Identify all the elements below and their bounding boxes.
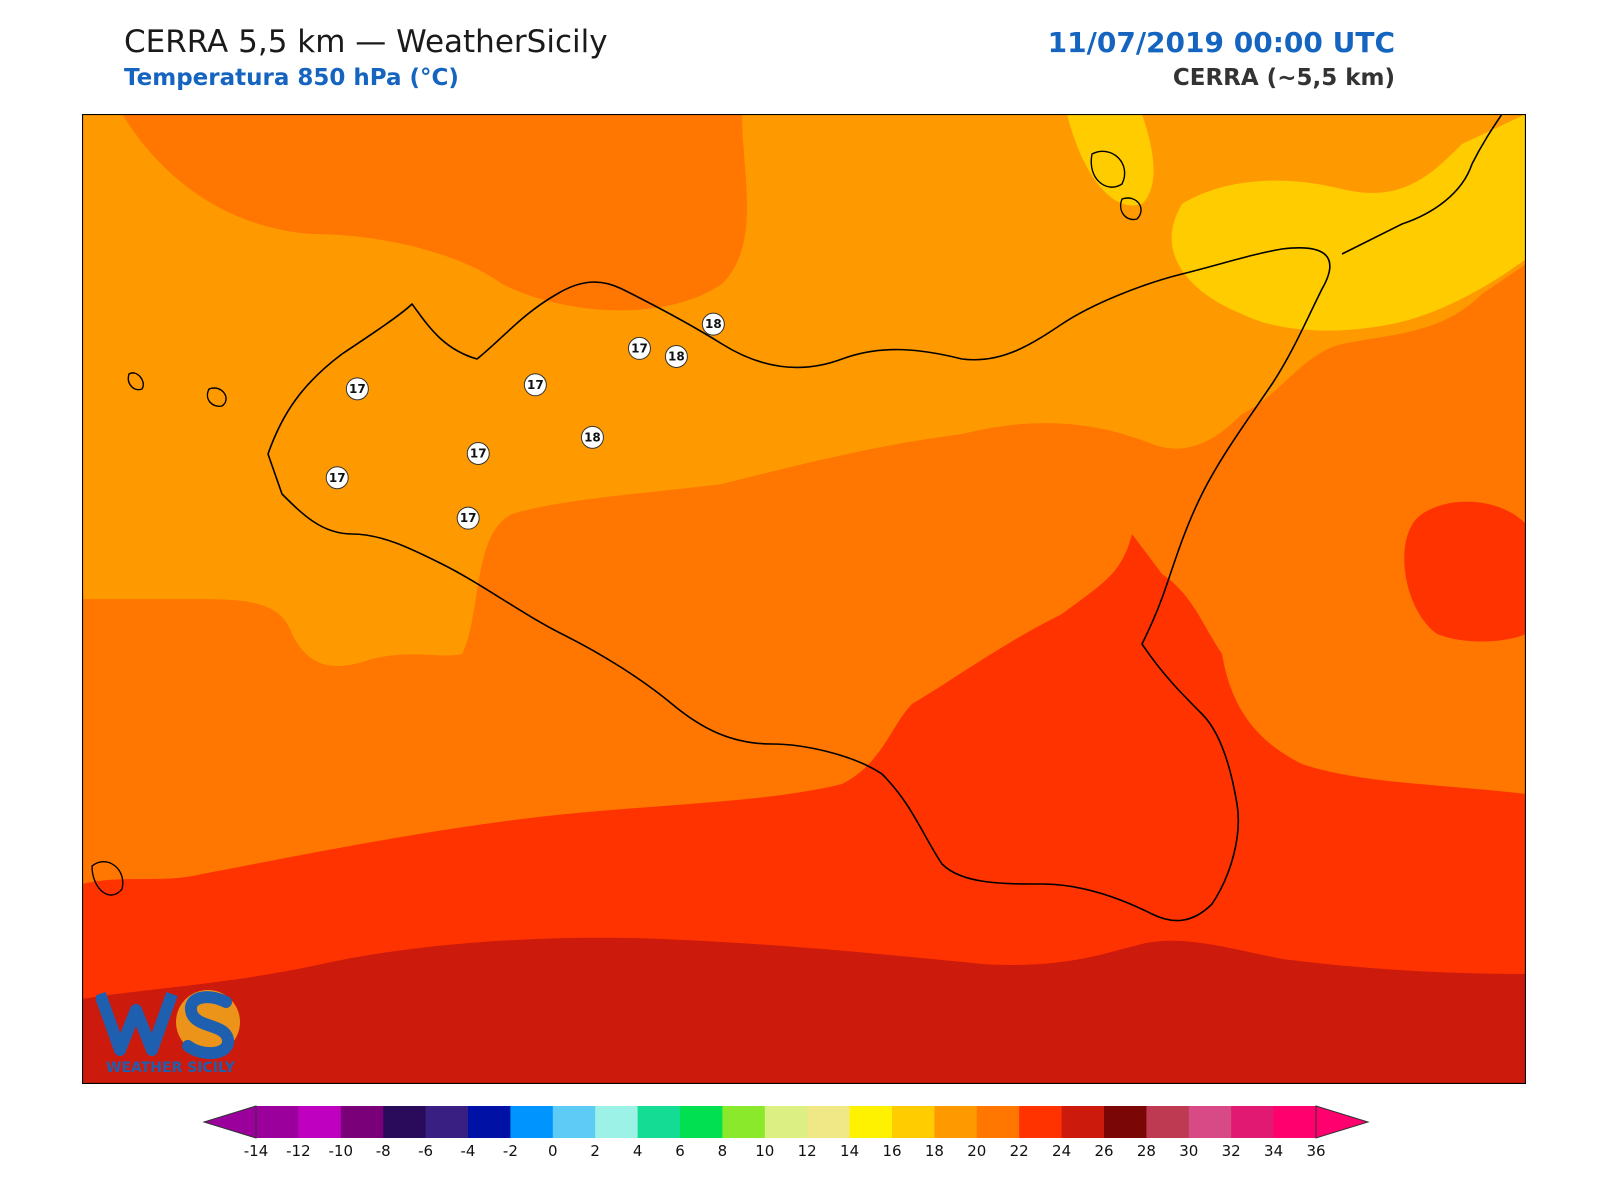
colorbar-tick-label: 26 xyxy=(1094,1142,1113,1160)
colorbar-tick-label: -12 xyxy=(286,1142,311,1160)
colorbar-segment xyxy=(1146,1106,1190,1138)
colorbar-tick-label: 4 xyxy=(633,1142,643,1160)
colorbar-tick-label: 8 xyxy=(718,1142,728,1160)
colorbar-segment xyxy=(1019,1106,1063,1138)
colorbar-segment xyxy=(468,1106,511,1138)
colorbar-tick-label: -10 xyxy=(329,1142,354,1160)
island-egadi xyxy=(127,372,144,391)
station-marker xyxy=(580,425,604,449)
station-marker xyxy=(664,345,688,368)
station-value: 17 xyxy=(329,471,346,485)
colorbar-segment xyxy=(1188,1106,1232,1138)
colorbar-segment xyxy=(256,1106,299,1138)
temperature-field xyxy=(82,114,1526,1084)
colorbar-tick-label: 6 xyxy=(675,1142,685,1160)
colorbar-segment xyxy=(1273,1106,1317,1138)
colorbar-tick-label: 16 xyxy=(882,1142,901,1160)
colorbar-segment xyxy=(764,1106,808,1138)
colorbar-segment xyxy=(425,1106,469,1138)
map-subtitle: Temperatura 850 hPa (°C) xyxy=(124,65,459,91)
colorbar-segment xyxy=(807,1106,851,1138)
valid-time: 11/07/2019 00:00 UTC xyxy=(1047,26,1395,59)
station-marker xyxy=(456,506,480,530)
station-marker xyxy=(325,466,349,490)
colorbar-tick-label: 12 xyxy=(798,1142,817,1160)
colorbar-tick-label: 24 xyxy=(1052,1142,1071,1160)
colorbar-segment xyxy=(383,1106,427,1138)
island-favignana xyxy=(206,387,227,407)
island-pantelleria xyxy=(91,861,124,896)
station-value: 17 xyxy=(527,378,544,392)
colorbar-tick-label: -4 xyxy=(461,1142,476,1160)
station-value: 17 xyxy=(460,511,477,525)
colorbar-tick-label: 28 xyxy=(1137,1142,1156,1160)
colorbar-tick-label: 0 xyxy=(548,1142,558,1160)
station-value: 17 xyxy=(470,447,487,461)
colorbar-segment xyxy=(1231,1106,1275,1138)
island-vulcano xyxy=(1120,197,1142,221)
station-value: 18 xyxy=(668,350,685,364)
colorbar-tick-label: -8 xyxy=(376,1142,391,1160)
colorbar-segment xyxy=(680,1106,723,1138)
colorbar-segment xyxy=(637,1106,681,1138)
colorbar-segment xyxy=(934,1106,978,1138)
station-value: 18 xyxy=(584,430,601,444)
colorbar-tick-label: -2 xyxy=(503,1142,518,1160)
calabria-coastline xyxy=(1341,114,1503,255)
colorbar-segment xyxy=(1104,1106,1147,1138)
colorbar-segment xyxy=(510,1106,554,1138)
colorbar: -14 -12 -10 -8 -6 -4 -2 0 2 4 6 8 10 12 14 16 18 20 22 24 26… xyxy=(200,1100,1400,1160)
colorbar-arrow-max xyxy=(1315,1105,1370,1139)
colorbar-segment xyxy=(1061,1106,1105,1138)
colorbar-tick-label: 32 xyxy=(1222,1142,1241,1160)
station-labels: 17 17 17 17 17 17 18 18 18 xyxy=(325,312,725,530)
colorbar-tick-label: -14 xyxy=(244,1142,269,1160)
colorbar-arrow-min xyxy=(202,1105,257,1139)
station-marker xyxy=(345,377,369,401)
logo-text: WEATHER SICILY xyxy=(106,1060,236,1076)
colorbar-tick-label: 14 xyxy=(840,1142,859,1160)
colorbar-tick-label: 18 xyxy=(925,1142,944,1160)
colorbar-tick-label: 20 xyxy=(967,1142,986,1160)
colorbar-segment xyxy=(595,1106,639,1138)
station-marker xyxy=(466,442,490,465)
temperature-map: 17 17 17 17 17 17 18 18 18 xyxy=(82,114,1526,1084)
map-title: CERRA 5,5 km — WeatherSicily xyxy=(124,24,608,60)
model-label: CERRA (~5,5 km) xyxy=(1172,65,1395,91)
colorbar-tick-label: 34 xyxy=(1264,1142,1283,1160)
station-value: 17 xyxy=(349,382,366,396)
colorbar-segment xyxy=(976,1106,1020,1138)
sicily-coastline xyxy=(267,247,1331,922)
station-marker xyxy=(523,373,547,397)
island-lipari xyxy=(1090,150,1126,188)
colorbar-tick-label: 2 xyxy=(590,1142,600,1160)
colorbar-segment xyxy=(298,1106,342,1138)
colorbar-segment xyxy=(552,1106,596,1138)
station-marker xyxy=(701,312,725,336)
colorbar-tick-label: -6 xyxy=(418,1142,433,1160)
station-marker xyxy=(627,336,651,360)
colorbar-tick-label: 36 xyxy=(1306,1142,1325,1160)
colorbar-segment xyxy=(722,1106,766,1138)
station-value: 17 xyxy=(631,341,648,355)
colorbar-tick-label: 22 xyxy=(1010,1142,1029,1160)
station-value: 18 xyxy=(705,317,722,331)
colorbar-segment xyxy=(849,1106,893,1138)
colorbar-tick-label: 10 xyxy=(755,1142,774,1160)
colorbar-segment xyxy=(892,1106,935,1138)
weather-sicily-logo: WEATHER SICILY xyxy=(94,980,256,1076)
colorbar-segment xyxy=(340,1106,384,1138)
colorbar-tick-label: 30 xyxy=(1179,1142,1198,1160)
